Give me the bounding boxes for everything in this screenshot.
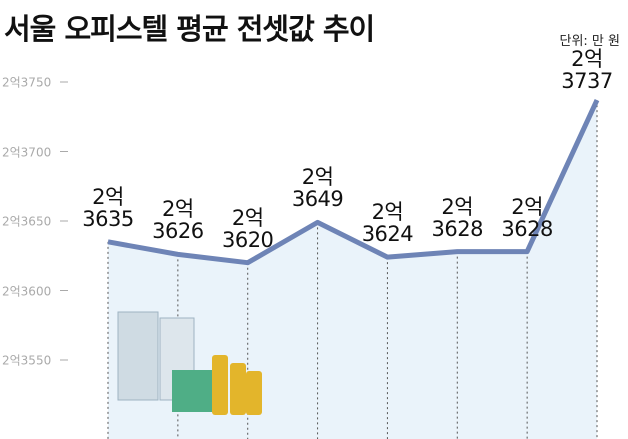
data-label: 2억 3620 bbox=[221, 205, 274, 252]
data-label: 2억 3628 bbox=[431, 194, 484, 241]
decoration-coins bbox=[212, 355, 228, 415]
data-label: 2억 3626 bbox=[152, 197, 204, 244]
chart-title: 서울 오피스텔 평균 전셋값 추이 bbox=[4, 12, 375, 46]
decoration-coins bbox=[246, 371, 262, 415]
decoration-coins bbox=[230, 363, 246, 415]
decoration-money bbox=[172, 370, 212, 412]
y-tick-label: 2억3650 bbox=[2, 214, 52, 229]
data-label: 2억 3635 bbox=[82, 184, 134, 231]
y-tick-label: 2억3700 bbox=[2, 145, 52, 159]
y-tick-label: 2억3750 bbox=[2, 75, 52, 90]
area bbox=[108, 100, 597, 439]
y-tick-label: 2억3550 bbox=[2, 353, 52, 368]
y-tick-label: 2억3600 bbox=[2, 284, 52, 298]
data-label: 2억3737 bbox=[561, 47, 613, 94]
data-label: 2억 3624 bbox=[361, 200, 414, 247]
decoration-building bbox=[117, 311, 159, 401]
unit-label: 단위: 만 원 bbox=[559, 34, 621, 49]
line bbox=[107, 99, 600, 266]
data-label: 2억 3628 bbox=[501, 194, 553, 241]
data-label: 2억 3649 bbox=[291, 165, 344, 212]
